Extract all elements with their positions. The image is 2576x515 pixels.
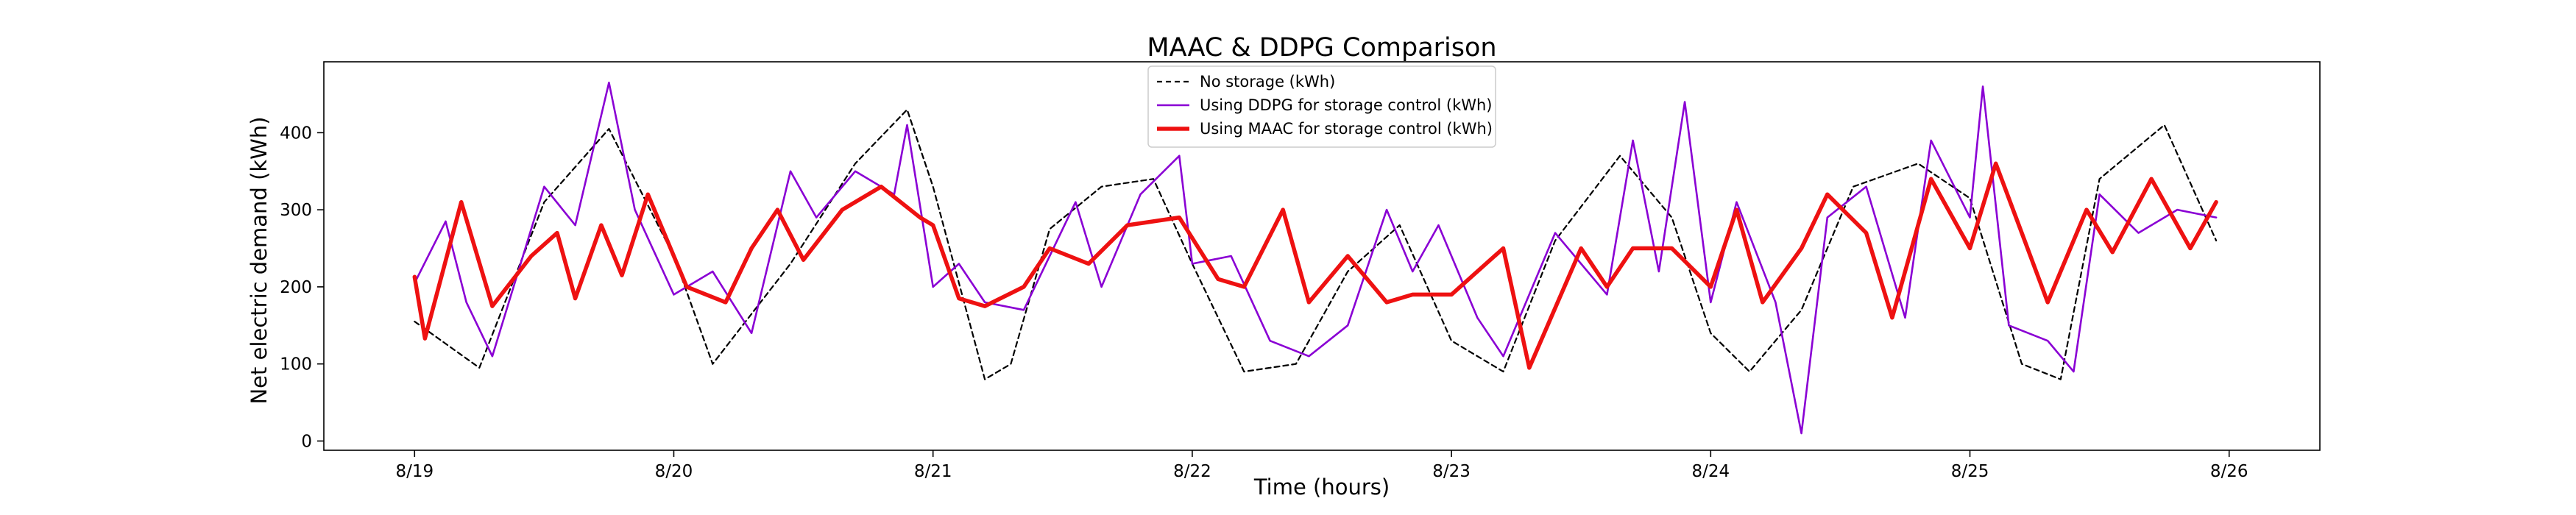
x-tick-label: 8/25 — [1951, 462, 1989, 481]
series-group — [412, 82, 2218, 435]
legend-label-2: Using DDPG for storage control (kWh) — [1200, 96, 1493, 114]
y-tick-label: 300 — [280, 201, 312, 220]
x-tick-label: 8/23 — [1432, 462, 1471, 481]
y-axis-title: Net electric demand (kWh) — [247, 116, 272, 404]
x-tick-label: 8/20 — [655, 462, 693, 481]
x-tick-label: 8/22 — [1173, 462, 1211, 481]
series-line-1 — [414, 108, 2218, 380]
x-tick-label: 8/24 — [1691, 462, 1730, 481]
chart-title: MAAC & DDPG Comparison — [1147, 33, 1496, 63]
legend: No storage (kWh) Using DDPG for storage c… — [1147, 65, 1496, 148]
x-tick-label: 8/26 — [2210, 462, 2248, 481]
y-tick-label: 0 — [301, 432, 312, 451]
series-line-2 — [413, 82, 2218, 435]
y-tick-label: 100 — [280, 355, 312, 374]
y-tick-label: 400 — [280, 124, 312, 143]
legend-frame — [1147, 65, 1496, 148]
y-tick-label: 200 — [280, 278, 312, 297]
x-axis-title: Time (hours) — [1253, 475, 1390, 500]
legend-label-3: Using MAAC for storage control (kWh) — [1200, 120, 1493, 138]
series-line-3 — [412, 161, 2218, 370]
legend-label-1: No storage (kWh) — [1200, 73, 1335, 90]
plot-area: 8/19 8/20 8/21 8/22 8/23 8/24 8/25 8/26 0 100 200 3… — [280, 61, 2321, 481]
x-tick-label: 8/19 — [395, 462, 434, 481]
x-tick-label: 8/21 — [914, 462, 952, 481]
plot-frame — [323, 61, 2321, 451]
